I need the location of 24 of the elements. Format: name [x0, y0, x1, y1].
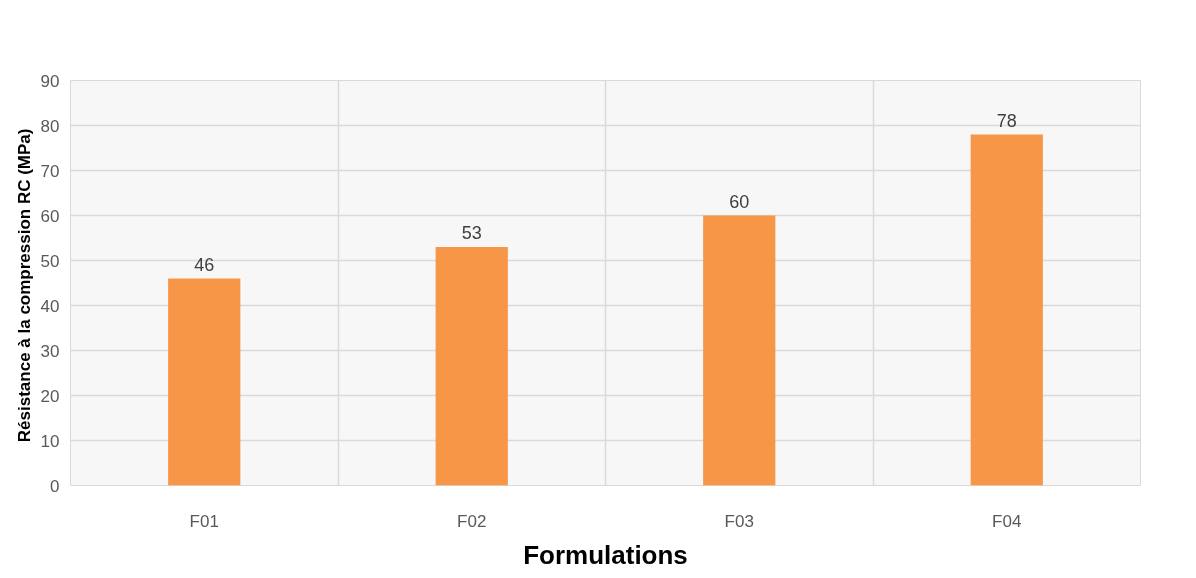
y-tick-label: 70	[40, 161, 60, 181]
bar	[435, 247, 508, 486]
data-label: 53	[461, 223, 482, 243]
bar	[168, 278, 241, 486]
bar	[703, 215, 776, 486]
y-axis-title: Résistance à la compression RC (MPa)	[14, 128, 34, 443]
x-tick-label: F01	[189, 511, 219, 531]
y-tick-label: 60	[40, 206, 60, 226]
y-tick-label: 30	[40, 341, 60, 361]
data-label: 60	[729, 191, 750, 212]
bar	[970, 134, 1043, 486]
x-tick-label: F04	[992, 511, 1022, 531]
y-tick-label: 80	[40, 116, 60, 136]
data-label: 78	[996, 110, 1017, 131]
x-axis-title: Formulations	[523, 539, 688, 570]
data-label: 46	[194, 254, 215, 275]
y-tick-label: 20	[40, 386, 60, 406]
y-tick-label: 90	[40, 71, 60, 91]
y-tick-label: 40	[40, 296, 60, 316]
y-tick-label: 50	[40, 251, 60, 271]
x-tick-label: F02	[457, 511, 487, 531]
y-tick-label: 10	[40, 431, 60, 451]
y-tick-label: 0	[50, 476, 60, 496]
x-tick-label: F03	[724, 511, 754, 531]
